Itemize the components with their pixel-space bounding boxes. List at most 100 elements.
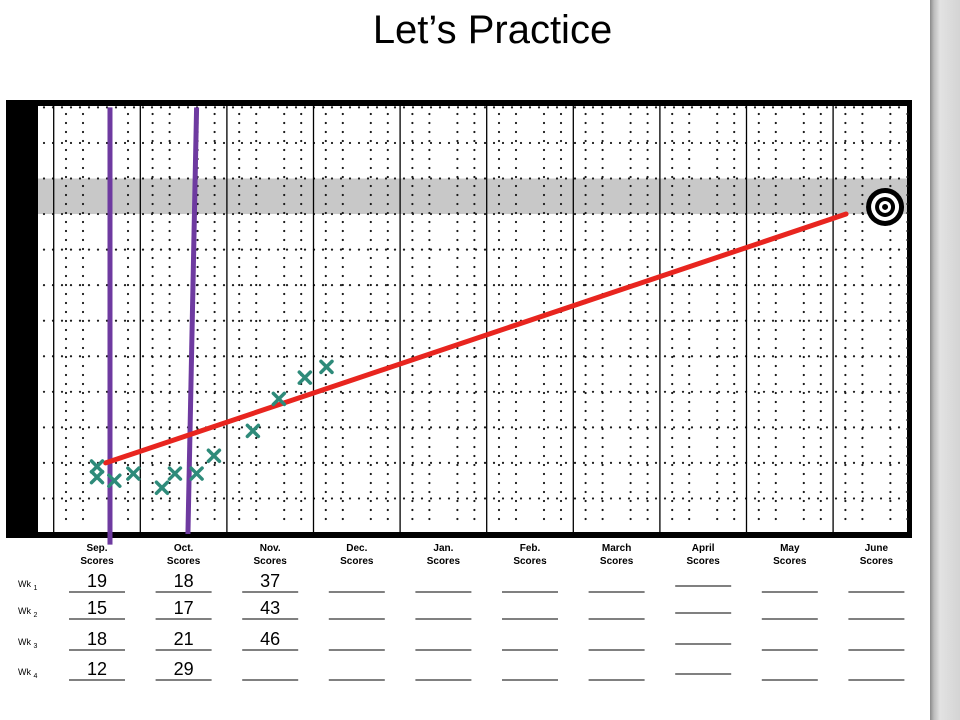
grid-dot-v: [819, 184, 822, 188]
grid-dot-v: [324, 157, 327, 161]
grid-dot-v: [688, 166, 691, 170]
grid-dot-v: [497, 283, 501, 287]
grid-dot-v: [369, 184, 372, 188]
grid-dot-v: [819, 292, 822, 296]
grid-dot-v: [774, 328, 777, 332]
grid-dot-h: [357, 212, 361, 216]
grid-dot-v: [716, 400, 719, 404]
grid-dot-h: [816, 106, 820, 109]
grid-dot-v: [283, 112, 286, 116]
grid-dot-h: [240, 355, 244, 358]
grid-dot-v: [906, 391, 909, 395]
grid-dot-h: [816, 426, 820, 429]
grid-dot-v: [802, 490, 805, 494]
grid-dot-v: [64, 436, 68, 440]
column-label: Scores: [687, 556, 721, 567]
grid-dot-h: [150, 141, 154, 145]
grid-dot-v: [456, 355, 459, 359]
grid-dot-v: [906, 112, 909, 116]
grid-dot-h: [609, 319, 613, 322]
grid-dot-v: [688, 193, 691, 197]
grid-dot-h: [60, 284, 64, 287]
grid-dot-v: [238, 337, 241, 341]
grid-dot-v: [428, 148, 431, 152]
grid-dot-h: [438, 141, 442, 145]
grid-dot-h: [132, 461, 136, 464]
grid-dot-v: [411, 409, 414, 413]
grid-dot-v: [456, 256, 459, 260]
grid-dot-h: [141, 426, 145, 429]
grid-dot-v: [646, 481, 649, 485]
grid-dot-h: [663, 141, 667, 145]
grid-dot-v: [733, 382, 736, 386]
grid-dot-v: [411, 220, 414, 224]
grid-dot-h: [411, 461, 415, 464]
grid-dot-h: [69, 390, 73, 393]
grid-dot-v: [601, 355, 604, 359]
grid-dot-v: [716, 472, 719, 476]
grid-dot-v: [671, 166, 674, 170]
grid-dot-v: [213, 472, 216, 476]
grid-dot-v: [213, 508, 216, 512]
grid-dot-h: [537, 212, 541, 216]
grid-dot-v: [733, 121, 736, 125]
grid-dot-h: [393, 284, 397, 287]
grid-dot-h: [483, 497, 487, 500]
grid-dot-v: [733, 337, 736, 341]
grid-dot-h: [636, 319, 640, 322]
grid-dot-v: [456, 337, 459, 341]
grid-dot-h: [852, 212, 856, 216]
grid-dot-v: [81, 283, 85, 287]
grid-dot-v: [283, 274, 286, 278]
grid-dot-v: [774, 319, 777, 323]
grid-dot-v: [497, 256, 501, 260]
grid-dot-v: [411, 184, 414, 188]
grid-dot-v: [64, 508, 68, 512]
grid-dot-h: [357, 177, 361, 180]
grid-dot-v: [300, 166, 303, 170]
grid-dot-v: [646, 247, 649, 251]
grid-dot-v: [819, 364, 822, 368]
grid-dot-v: [324, 382, 327, 386]
grid-dot-h: [510, 141, 514, 145]
grid-dot-v: [688, 481, 691, 485]
grid-dot-v: [733, 427, 736, 431]
grid-dot-v: [646, 139, 649, 143]
grid-dot-h: [510, 461, 514, 464]
grid-dot-v: [369, 499, 372, 503]
grid-dot-h: [897, 248, 901, 251]
grid-dot-v: [906, 346, 909, 350]
grid-dot-v: [428, 400, 431, 404]
grid-dot-v: [428, 436, 431, 440]
grid-dot-h: [123, 177, 127, 180]
grid-dot-v: [542, 373, 546, 377]
grid-dot-v: [733, 319, 736, 323]
grid-dot-v: [671, 382, 674, 386]
grid-dot-h: [78, 319, 82, 322]
grid-dot-h: [240, 177, 244, 180]
grid-dot-h: [402, 497, 406, 500]
grid-dot-v: [542, 193, 546, 197]
grid-dot-h: [213, 141, 217, 145]
grid-dot-v: [497, 517, 501, 521]
grid-dot-v: [369, 337, 372, 341]
grid-dot-v: [844, 481, 847, 485]
grid-dot-v: [688, 364, 691, 368]
grid-dot-h: [492, 284, 496, 287]
grid-dot-h: [195, 497, 199, 500]
column-label: Scores: [427, 556, 461, 567]
grid-dot-v: [514, 364, 518, 368]
y-tick-label: 10: [10, 494, 22, 505]
grid-dot-v: [386, 247, 389, 251]
grid-dot-v: [456, 247, 459, 251]
grid-dot-h: [636, 248, 640, 251]
grid-dot-h: [177, 497, 181, 500]
grid-dot-v: [514, 499, 518, 503]
grid-dot-v: [819, 319, 822, 323]
grid-dot-h: [168, 461, 172, 464]
grid-dot-v: [688, 274, 691, 278]
grid-dot-h: [267, 141, 271, 145]
grid-dot-v: [151, 481, 154, 485]
grid-dot-v: [81, 337, 85, 341]
grid-dot-h: [708, 426, 712, 429]
